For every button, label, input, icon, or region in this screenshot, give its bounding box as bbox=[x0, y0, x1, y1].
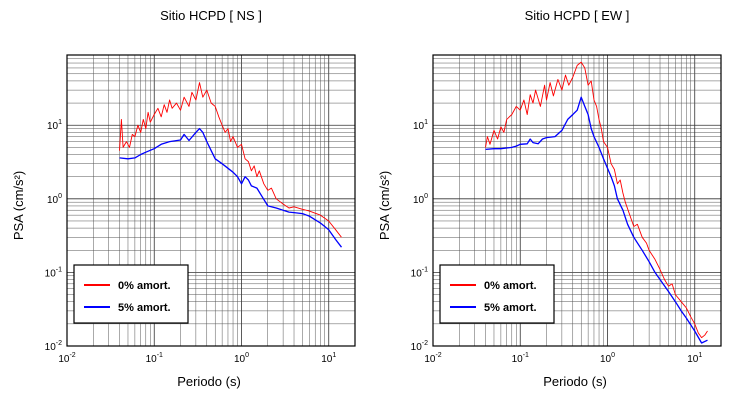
y-tick-label: 10-1 bbox=[45, 266, 62, 279]
series-line-0pct bbox=[485, 61, 708, 339]
plot-frame bbox=[66, 54, 356, 347]
legend-label: 5% amort. bbox=[118, 302, 171, 314]
y-tick-label: 10-1 bbox=[411, 266, 428, 279]
plot-frame bbox=[432, 54, 722, 347]
chart-panel-ns: Sitio HCPD [ NS ] 10-2 10-1 100 101 10-2 10-1 1… bbox=[11, 8, 356, 389]
x-tick-label: 100 bbox=[234, 352, 249, 365]
chart-title: Sitio HCPD [ EW ] bbox=[525, 8, 630, 23]
x-tick-label: 101 bbox=[687, 352, 702, 365]
series-line-5pct bbox=[485, 96, 708, 344]
y-tick-label: 100 bbox=[47, 193, 62, 206]
x-axis-label: Periodo (s) bbox=[177, 374, 241, 389]
y-tick-label: 101 bbox=[47, 119, 62, 132]
y-tick-label: 10-2 bbox=[45, 340, 62, 353]
chart-panel-ew: Sitio HCPD [ EW ] 10-2 10-1 100 101 10-2 10-1 1… bbox=[377, 8, 722, 389]
x-tick-label: 10-1 bbox=[146, 352, 163, 365]
series-line-5pct bbox=[119, 127, 343, 248]
legend-label: 0% amort. bbox=[484, 280, 537, 292]
y-tick-label: 10-2 bbox=[411, 340, 428, 353]
y-axis-label: PSA (cm/s²) bbox=[377, 171, 392, 240]
x-axis-label: Periodo (s) bbox=[543, 374, 607, 389]
legend-box bbox=[439, 264, 555, 324]
legend-box bbox=[73, 264, 189, 324]
y-axis-label: PSA (cm/s²) bbox=[11, 171, 26, 240]
x-tick-label: 101 bbox=[321, 352, 336, 365]
legend-label: 5% amort. bbox=[484, 302, 537, 314]
x-tick-label: 10-2 bbox=[58, 352, 75, 365]
legend: 0% amort. 5% amort. bbox=[73, 264, 189, 324]
legend: 0% amort. 5% amort. bbox=[439, 264, 555, 324]
legend-label: 0% amort. bbox=[118, 280, 171, 292]
x-tick-label: 10-1 bbox=[512, 352, 529, 365]
y-tick-label: 100 bbox=[413, 193, 428, 206]
y-tick-label: 101 bbox=[413, 119, 428, 132]
x-tick-label: 100 bbox=[600, 352, 615, 365]
x-tick-label: 10-2 bbox=[424, 352, 441, 365]
series-line-0pct bbox=[119, 82, 342, 238]
chart-title: Sitio HCPD [ NS ] bbox=[160, 8, 262, 23]
